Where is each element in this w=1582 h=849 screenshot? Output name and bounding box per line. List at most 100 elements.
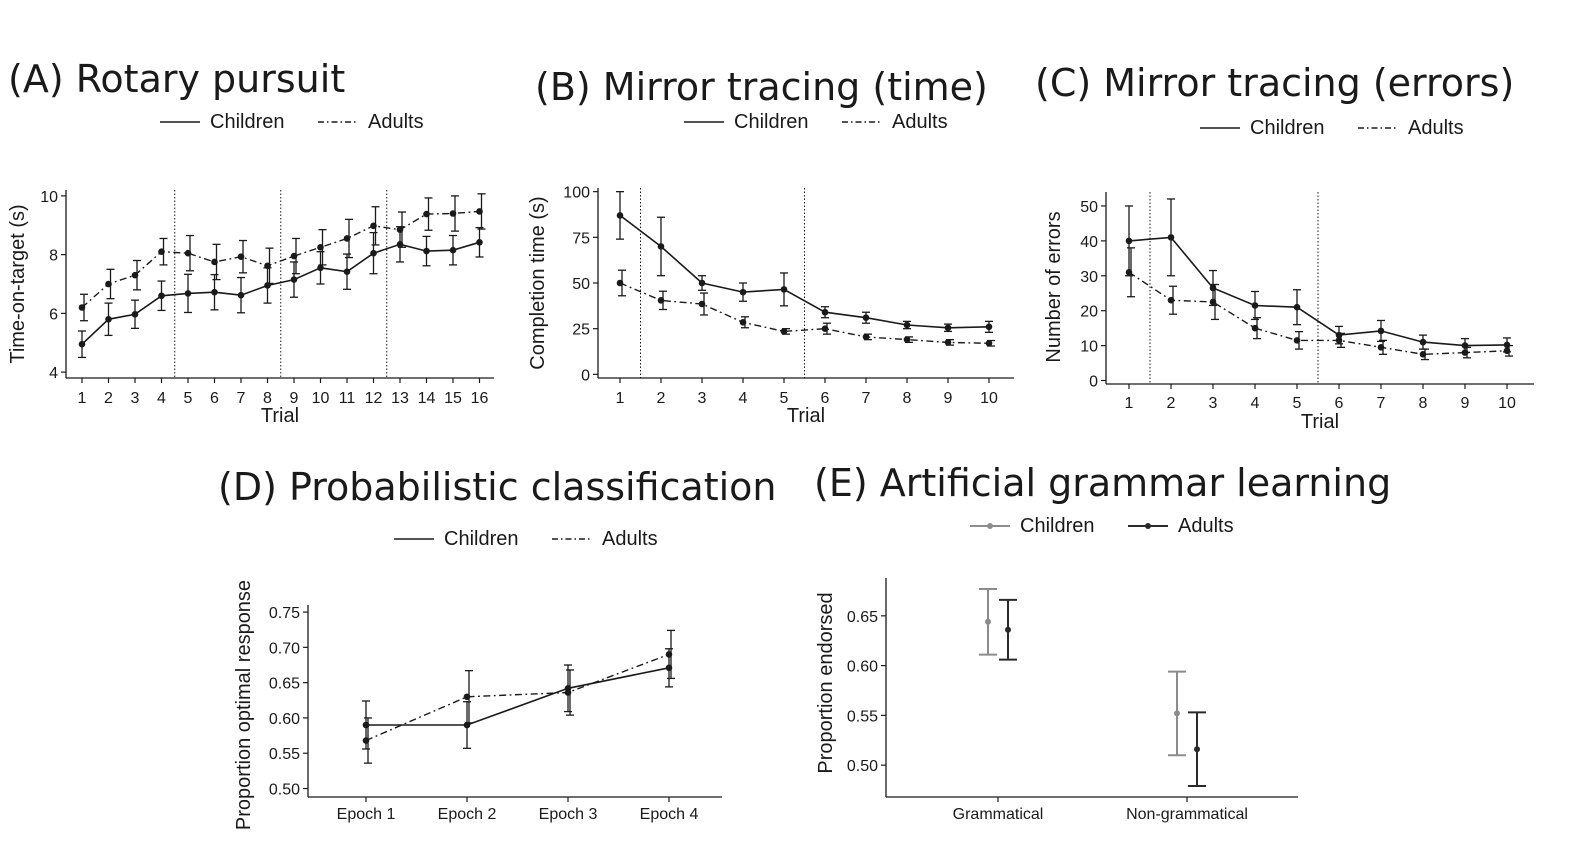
data-point bbox=[317, 264, 324, 272]
y-tick-label: 6 bbox=[49, 306, 58, 323]
data-point bbox=[211, 288, 218, 296]
y-tick-label: 0.70 bbox=[269, 640, 300, 657]
legend-label: Children bbox=[734, 111, 808, 133]
legend-label: Children bbox=[1250, 117, 1324, 139]
series-line bbox=[81, 210, 480, 309]
legend-item-children: Children bbox=[160, 111, 284, 133]
error-bar bbox=[371, 206, 380, 246]
y-tick-label: 8 bbox=[49, 248, 58, 265]
y-tick-label: 50 bbox=[572, 276, 590, 293]
legend-marker bbox=[987, 523, 993, 529]
data-point bbox=[616, 212, 624, 219]
data-point bbox=[616, 279, 624, 287]
x-tick-label: 7 bbox=[862, 390, 871, 407]
data-point bbox=[1194, 746, 1200, 753]
x-tick-label: 5 bbox=[1293, 395, 1302, 412]
y-axis-label: Time-on-target (s) bbox=[7, 204, 29, 363]
legend-label: Adults bbox=[892, 111, 948, 133]
y-tick-label: 0.60 bbox=[269, 711, 300, 728]
x-axis-label: Trial bbox=[1301, 411, 1339, 433]
legend-item-adults: Adults bbox=[842, 111, 948, 133]
data-point bbox=[158, 292, 165, 300]
x-tick-label: 1 bbox=[616, 390, 625, 407]
legend-item-adults: Adults bbox=[1358, 117, 1464, 139]
data-point bbox=[564, 689, 572, 696]
data-point bbox=[1419, 338, 1427, 346]
error-bar bbox=[345, 218, 353, 259]
series-line bbox=[1128, 271, 1508, 356]
data-point bbox=[343, 268, 351, 275]
x-tick-label: 8 bbox=[1419, 395, 1428, 412]
legend-marker bbox=[1145, 523, 1151, 529]
error-bar bbox=[451, 195, 459, 232]
data-point bbox=[739, 288, 747, 296]
x-tick-label: 1 bbox=[1125, 395, 1134, 412]
y-tick-label: 10 bbox=[1080, 339, 1098, 356]
x-tick-label: 5 bbox=[780, 390, 789, 407]
series-children bbox=[78, 226, 484, 359]
data-point bbox=[1377, 344, 1385, 351]
x-tick-label: Grammatical bbox=[953, 806, 1044, 823]
y-tick-label: 0.65 bbox=[269, 676, 300, 693]
y-tick-label: 0.75 bbox=[269, 605, 300, 622]
data-point bbox=[476, 238, 483, 246]
y-tick-label: 100 bbox=[563, 185, 590, 202]
data-point bbox=[1167, 296, 1175, 304]
series-adults bbox=[362, 629, 675, 764]
x-tick-label: 6 bbox=[210, 390, 219, 407]
series-children bbox=[979, 587, 1186, 757]
x-tick-label: 5 bbox=[184, 390, 193, 407]
x-tick-label: 9 bbox=[1461, 395, 1470, 412]
data-point bbox=[449, 246, 457, 254]
legend-item-adults: Adults bbox=[1128, 515, 1234, 537]
data-point bbox=[1503, 347, 1511, 355]
legend-item-children: Children bbox=[684, 111, 808, 133]
data-point bbox=[1174, 710, 1180, 717]
data-point bbox=[944, 339, 952, 346]
data-point bbox=[985, 618, 991, 625]
data-point bbox=[1377, 327, 1385, 335]
data-point bbox=[657, 297, 665, 304]
legend-item-children: Children bbox=[1200, 117, 1324, 139]
error-bar bbox=[292, 237, 300, 275]
y-tick-label: 30 bbox=[1080, 269, 1098, 286]
panel-c: (C) Mirror tracing (errors) Children Adult… bbox=[1035, 61, 1534, 433]
x-tick-label: 7 bbox=[1377, 395, 1386, 412]
chart-title: (E) Artificial grammar learning bbox=[814, 461, 1391, 505]
data-point bbox=[1125, 237, 1133, 245]
x-tick-label: 8 bbox=[903, 390, 912, 407]
x-tick-label: 4 bbox=[1251, 395, 1260, 412]
error-bar bbox=[318, 229, 327, 266]
x-tick-label: 11 bbox=[339, 390, 356, 407]
x-tick-label: 6 bbox=[821, 390, 830, 407]
data-point bbox=[780, 286, 788, 293]
data-point bbox=[463, 693, 471, 701]
y-tick-label: 0 bbox=[1089, 374, 1098, 391]
data-point bbox=[1167, 234, 1175, 241]
data-point bbox=[821, 325, 829, 332]
y-tick-label: 0.50 bbox=[847, 758, 878, 775]
data-point bbox=[698, 300, 706, 308]
data-point bbox=[862, 314, 870, 322]
data-point bbox=[423, 247, 430, 255]
x-tick-label: 13 bbox=[391, 390, 409, 407]
x-tick-label: Epoch 4 bbox=[640, 806, 699, 823]
legend: Children Adults bbox=[684, 111, 948, 133]
x-axis-label: Trial bbox=[261, 405, 299, 427]
y-tick-label: 25 bbox=[572, 322, 590, 339]
x-tick-label: Epoch 2 bbox=[438, 806, 497, 823]
data-point bbox=[985, 339, 993, 347]
panel-b: (B) Mirror tracing (time)Children Adults 0… bbox=[527, 65, 1014, 427]
data-point bbox=[1209, 298, 1217, 306]
data-point bbox=[1461, 349, 1469, 356]
x-tick-label: 9 bbox=[944, 390, 953, 407]
x-tick-label: Epoch 1 bbox=[337, 806, 396, 823]
x-tick-label: 10 bbox=[980, 390, 998, 407]
chart-title: (C) Mirror tracing (errors) bbox=[1035, 61, 1514, 105]
legend-item-children: Children bbox=[970, 515, 1094, 537]
y-axis-label: Completion time (s) bbox=[527, 196, 549, 369]
data-point bbox=[1335, 337, 1343, 344]
data-point bbox=[1005, 626, 1011, 633]
x-tick-label: 3 bbox=[1209, 395, 1218, 412]
data-point bbox=[362, 737, 370, 744]
